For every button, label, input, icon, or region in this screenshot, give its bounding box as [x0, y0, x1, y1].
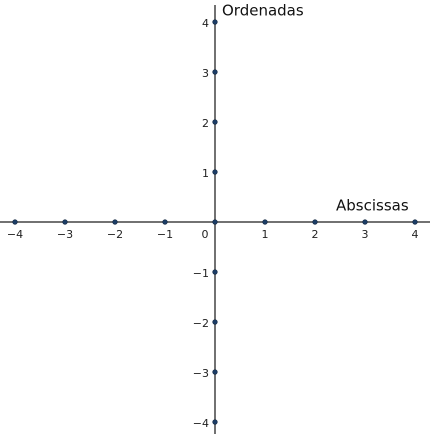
tick-point: [212, 269, 218, 275]
y-tick-label: 3: [202, 67, 209, 80]
tick-point: [212, 69, 218, 75]
y-tick-label: −3: [193, 367, 209, 380]
x-tick-label: −3: [57, 228, 73, 241]
tick-point: [362, 219, 368, 225]
tick-point: [212, 419, 218, 425]
tick-point: [262, 219, 268, 225]
tick-point: [112, 219, 118, 225]
tick-point: [212, 369, 218, 375]
x-tick-label: 3: [362, 228, 369, 241]
x-tick-label: −2: [107, 228, 123, 241]
tick-point: [212, 169, 218, 175]
tick-point: [312, 219, 318, 225]
y-tick-label: 4: [202, 17, 209, 30]
tick-point: [162, 219, 168, 225]
x-tick-label: −4: [7, 228, 23, 241]
tick-point: [212, 219, 218, 225]
tick-point: [212, 119, 218, 125]
tick-point: [412, 219, 418, 225]
tick-point: [12, 219, 18, 225]
y-axis-title: Ordenadas: [222, 2, 304, 20]
x-tick-label: 2: [312, 228, 319, 241]
y-tick-label: −1: [193, 267, 209, 280]
x-tick-label: 1: [262, 228, 269, 241]
x-axis-title: Abscissas: [336, 197, 409, 215]
tick-point: [212, 19, 218, 25]
x-tick-label: 4: [412, 228, 419, 241]
y-tick-label: 1: [202, 167, 209, 180]
x-tick-label: 0: [202, 228, 209, 241]
y-tick-label: −2: [193, 317, 209, 330]
tick-point: [212, 319, 218, 325]
y-tick-label: 2: [202, 117, 209, 130]
tick-point: [62, 219, 68, 225]
x-tick-label: −1: [157, 228, 173, 241]
y-tick-label: −4: [193, 417, 209, 430]
